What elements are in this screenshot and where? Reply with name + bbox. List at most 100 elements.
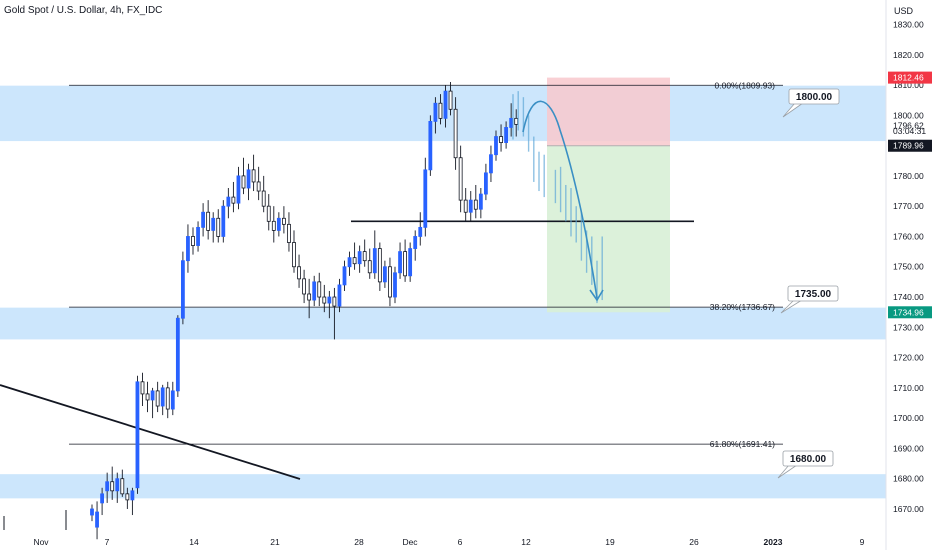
candle[interactable] (443, 90, 448, 119)
candle[interactable] (191, 236, 195, 246)
price-badge (888, 139, 932, 152)
trend-line[interactable] (0, 384, 301, 480)
candle[interactable] (165, 387, 170, 410)
candle[interactable] (135, 381, 140, 489)
candle[interactable] (100, 493, 104, 504)
candle[interactable] (170, 390, 175, 410)
callout-box[interactable] (788, 88, 840, 105)
candle[interactable] (125, 493, 130, 501)
y-tick-label: 1770.00 (893, 201, 924, 211)
callout-box[interactable] (787, 285, 839, 302)
candle[interactable] (458, 157, 463, 201)
y-tick-label: 1740.00 (893, 292, 924, 302)
candle[interactable] (206, 211, 211, 231)
candle[interactable] (115, 478, 120, 492)
candle[interactable] (448, 90, 453, 110)
candle[interactable] (352, 257, 357, 265)
candle[interactable] (367, 260, 372, 274)
candle[interactable] (140, 381, 145, 395)
position-layer (547, 77, 670, 313)
candle[interactable] (120, 478, 125, 495)
candle[interactable] (261, 190, 266, 207)
candle[interactable] (276, 217, 281, 231)
candle[interactable] (408, 248, 413, 277)
candle[interactable] (514, 117, 519, 125)
projection-arrow[interactable] (522, 100, 598, 299)
candle[interactable] (307, 293, 312, 301)
candle[interactable] (246, 169, 251, 189)
candle[interactable] (211, 217, 216, 231)
callout-box[interactable] (782, 450, 834, 467)
candle[interactable] (489, 154, 493, 174)
candle[interactable] (418, 226, 423, 237)
candle[interactable] (347, 257, 352, 268)
candle[interactable] (388, 266, 392, 298)
candle[interactable] (337, 284, 342, 307)
candle[interactable] (327, 296, 332, 304)
candle[interactable] (357, 251, 362, 265)
candle[interactable] (266, 205, 271, 222)
candle[interactable] (155, 390, 160, 407)
candle[interactable] (413, 236, 418, 249)
candle[interactable] (145, 393, 150, 401)
candle[interactable] (180, 260, 185, 319)
candle[interactable] (256, 181, 261, 192)
candle[interactable] (236, 175, 241, 204)
candle[interactable] (297, 266, 301, 280)
candle[interactable] (433, 102, 438, 122)
candle[interactable] (478, 193, 483, 210)
candle[interactable] (150, 390, 155, 401)
candle[interactable] (468, 199, 473, 213)
candle[interactable] (160, 387, 165, 407)
candle[interactable] (494, 136, 498, 156)
candle[interactable] (110, 481, 115, 492)
candle[interactable] (504, 127, 509, 143)
candle[interactable] (382, 266, 387, 283)
candle[interactable] (287, 223, 291, 243)
y-tick-label: 1810.00 (893, 80, 924, 90)
candle[interactable] (90, 508, 94, 516)
candle[interactable] (226, 196, 231, 207)
candle[interactable] (322, 296, 327, 304)
price-badge-label: 1812.46 (893, 73, 924, 83)
zones-layer (0, 85, 886, 499)
candle[interactable] (332, 296, 337, 307)
candle[interactable] (362, 251, 367, 262)
candle[interactable] (231, 196, 236, 204)
candle[interactable] (317, 281, 322, 298)
candle[interactable] (312, 281, 317, 301)
candle[interactable] (196, 226, 200, 246)
candle[interactable] (428, 120, 433, 171)
candle[interactable] (241, 175, 246, 189)
candle[interactable] (130, 490, 135, 501)
candle[interactable] (509, 117, 514, 128)
candle[interactable] (499, 136, 503, 143)
candle[interactable] (483, 172, 488, 195)
candle[interactable] (186, 236, 190, 262)
candle[interactable] (398, 251, 402, 274)
candle[interactable] (105, 481, 110, 492)
candle[interactable] (271, 220, 276, 231)
candle[interactable] (251, 169, 256, 183)
candle[interactable] (95, 511, 99, 528)
candle[interactable] (438, 102, 443, 119)
candle[interactable] (216, 217, 221, 237)
candle[interactable] (302, 278, 307, 295)
candle[interactable] (423, 169, 428, 228)
candle[interactable] (473, 199, 478, 210)
candle[interactable] (453, 108, 458, 159)
candle[interactable] (175, 317, 180, 392)
candle[interactable] (201, 211, 206, 228)
candle[interactable] (292, 242, 296, 268)
candle[interactable] (463, 199, 468, 213)
candle[interactable] (342, 266, 347, 286)
candle[interactable] (281, 217, 286, 225)
lines-layer (0, 84, 783, 530)
candle[interactable] (372, 248, 377, 274)
candle[interactable] (377, 248, 382, 283)
candle[interactable] (403, 251, 408, 277)
candle[interactable] (393, 272, 397, 298)
candle[interactable] (221, 205, 226, 237)
